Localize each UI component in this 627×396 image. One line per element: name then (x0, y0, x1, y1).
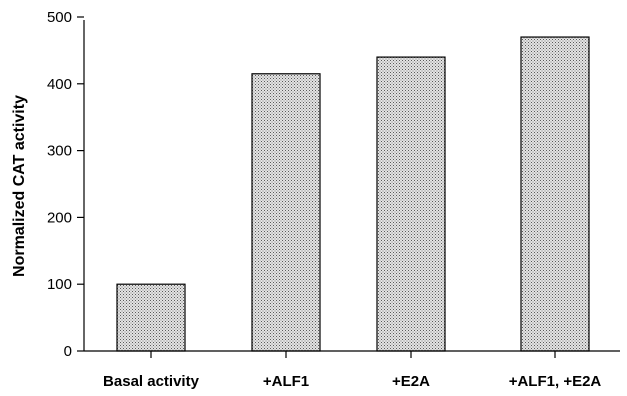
x-tick-label: +E2A (392, 373, 430, 390)
y-tick-label: 0 (64, 343, 72, 360)
y-tick-label: 200 (47, 209, 72, 226)
y-tick-label: 100 (47, 276, 72, 293)
x-tick-label: +ALF1 (263, 373, 309, 390)
x-ticks-group: Basal activity +ALF1 +E2A +ALF1, +E2A (103, 351, 601, 390)
y-axis-title: Normalized CAT activity (11, 95, 28, 277)
bars-group (116, 36, 590, 352)
bar-4 (520, 36, 590, 352)
y-tick-label: 300 (47, 143, 72, 160)
x-tick-label: Basal activity (103, 373, 200, 390)
bar-2 (251, 73, 321, 352)
y-ticks-group: 0 100 200 300 400 500 (47, 9, 84, 360)
bar-3 (376, 56, 446, 352)
bar-1 (116, 283, 186, 352)
y-tick-label: 400 (47, 76, 72, 93)
y-tick-label: 500 (47, 9, 72, 26)
x-tick-label: +ALF1, +E2A (509, 373, 602, 390)
